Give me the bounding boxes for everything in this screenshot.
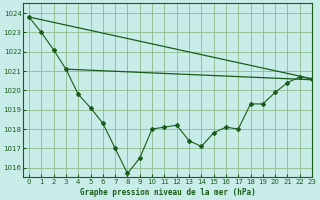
X-axis label: Graphe pression niveau de la mer (hPa): Graphe pression niveau de la mer (hPa) <box>80 188 255 197</box>
